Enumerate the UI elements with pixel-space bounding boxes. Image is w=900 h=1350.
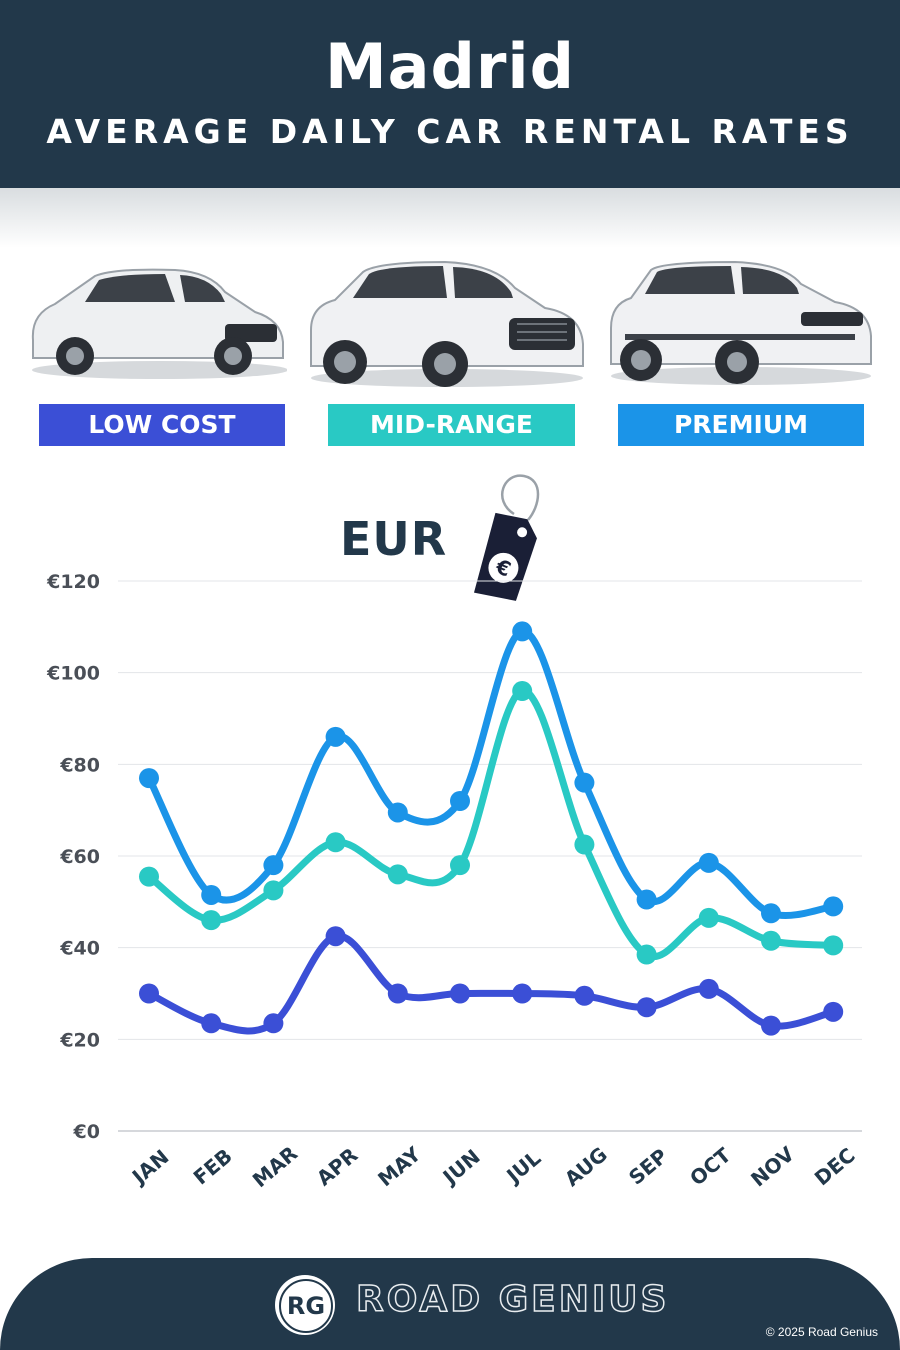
suv-car-icon [310,260,584,387]
y-tick-label: €100 [46,663,100,685]
x-tick-label: NOV [746,1141,799,1191]
x-tick-label: MAY [373,1142,426,1192]
x-tick-label: JUN [437,1144,485,1190]
badge-mid-range: MID-RANGE [328,404,575,446]
badge-low-cost: LOW COST [39,404,285,446]
data-point-premium [574,772,595,793]
euro-price-tag-icon: € [473,474,540,601]
x-tick-label: DEC [810,1143,860,1190]
x-tick-label: APR [312,1143,362,1191]
data-point-premium [823,896,844,917]
x-tick-label: MAR [248,1141,302,1192]
data-point-low_cost [698,978,719,999]
logo-badge: RG [275,1275,335,1335]
data-point-mid_range [201,910,222,931]
data-point-mid_range [512,681,533,701]
series-line-low_cost [145,932,837,1035]
data-point-low_cost [450,983,470,1004]
data-point-mid_range [574,834,595,855]
data-point-mid_range [698,907,719,928]
data-point-mid_range [823,935,844,956]
data-point-mid_range [139,866,159,887]
data-point-premium [201,884,222,905]
data-point-mid_range [325,832,346,853]
series-line-mid_range [145,687,837,961]
luxury-suv-car-icon [610,260,872,385]
data-point-mid_range [636,944,657,965]
x-tick-label: SEP [624,1144,672,1190]
copyright-text: © 2025 Road Genius [765,1325,878,1339]
footer-bar [0,1258,900,1350]
data-point-mid_range [387,864,408,885]
hatchback-car-icon [31,268,287,379]
y-tick-label: €120 [46,571,100,593]
data-point-premium [636,889,657,910]
logo-text: RG [279,1279,333,1333]
x-tick-label: AUG [560,1142,612,1191]
y-tick-label: €80 [59,754,100,776]
data-point-premium [450,791,470,811]
data-point-low_cost [636,997,657,1018]
data-point-premium [761,903,781,924]
currency-label: EUR [340,512,448,566]
data-point-low_cost [325,926,346,947]
data-point-mid_range [761,930,781,951]
x-tick-label: FEB [189,1144,237,1190]
data-point-premium [263,855,284,876]
brand-name: ROAD GENIUS [355,1278,670,1321]
badge-premium: PREMIUM [618,404,864,446]
page-subtitle: AVERAGE DAILY CAR RENTAL RATES [46,112,854,151]
x-tick-label: OCT [685,1143,735,1191]
data-point-premium [512,621,533,642]
data-point-low_cost [387,983,408,1004]
data-point-premium [698,852,719,873]
page-title: Madrid [324,30,576,103]
data-point-mid_range [263,880,284,901]
y-tick-label: €0 [73,1121,100,1143]
y-tick-label: €20 [59,1029,100,1051]
data-point-low_cost [512,983,533,1004]
x-tick-label: JUL [500,1146,545,1189]
header-banner: Madrid AVERAGE DAILY CAR RENTAL RATES [0,0,900,188]
y-tick-label: €40 [59,938,100,960]
data-point-low_cost [574,985,595,1006]
data-point-premium [325,726,346,747]
data-point-mid_range [450,855,470,876]
x-tick-label: JAN [126,1145,173,1190]
header-shadow [0,188,900,248]
data-point-low_cost [823,1001,844,1022]
data-point-low_cost [201,1013,222,1034]
data-point-low_cost [139,983,159,1004]
data-point-low_cost [761,1015,781,1036]
data-point-low_cost [263,1013,284,1034]
data-point-premium [387,802,408,823]
y-tick-label: €60 [59,846,100,868]
line-chart: €0€20€40€60€80€100€120 JAN FEB MAR APR MAY JU… [46,571,862,1192]
data-point-premium [139,768,159,789]
